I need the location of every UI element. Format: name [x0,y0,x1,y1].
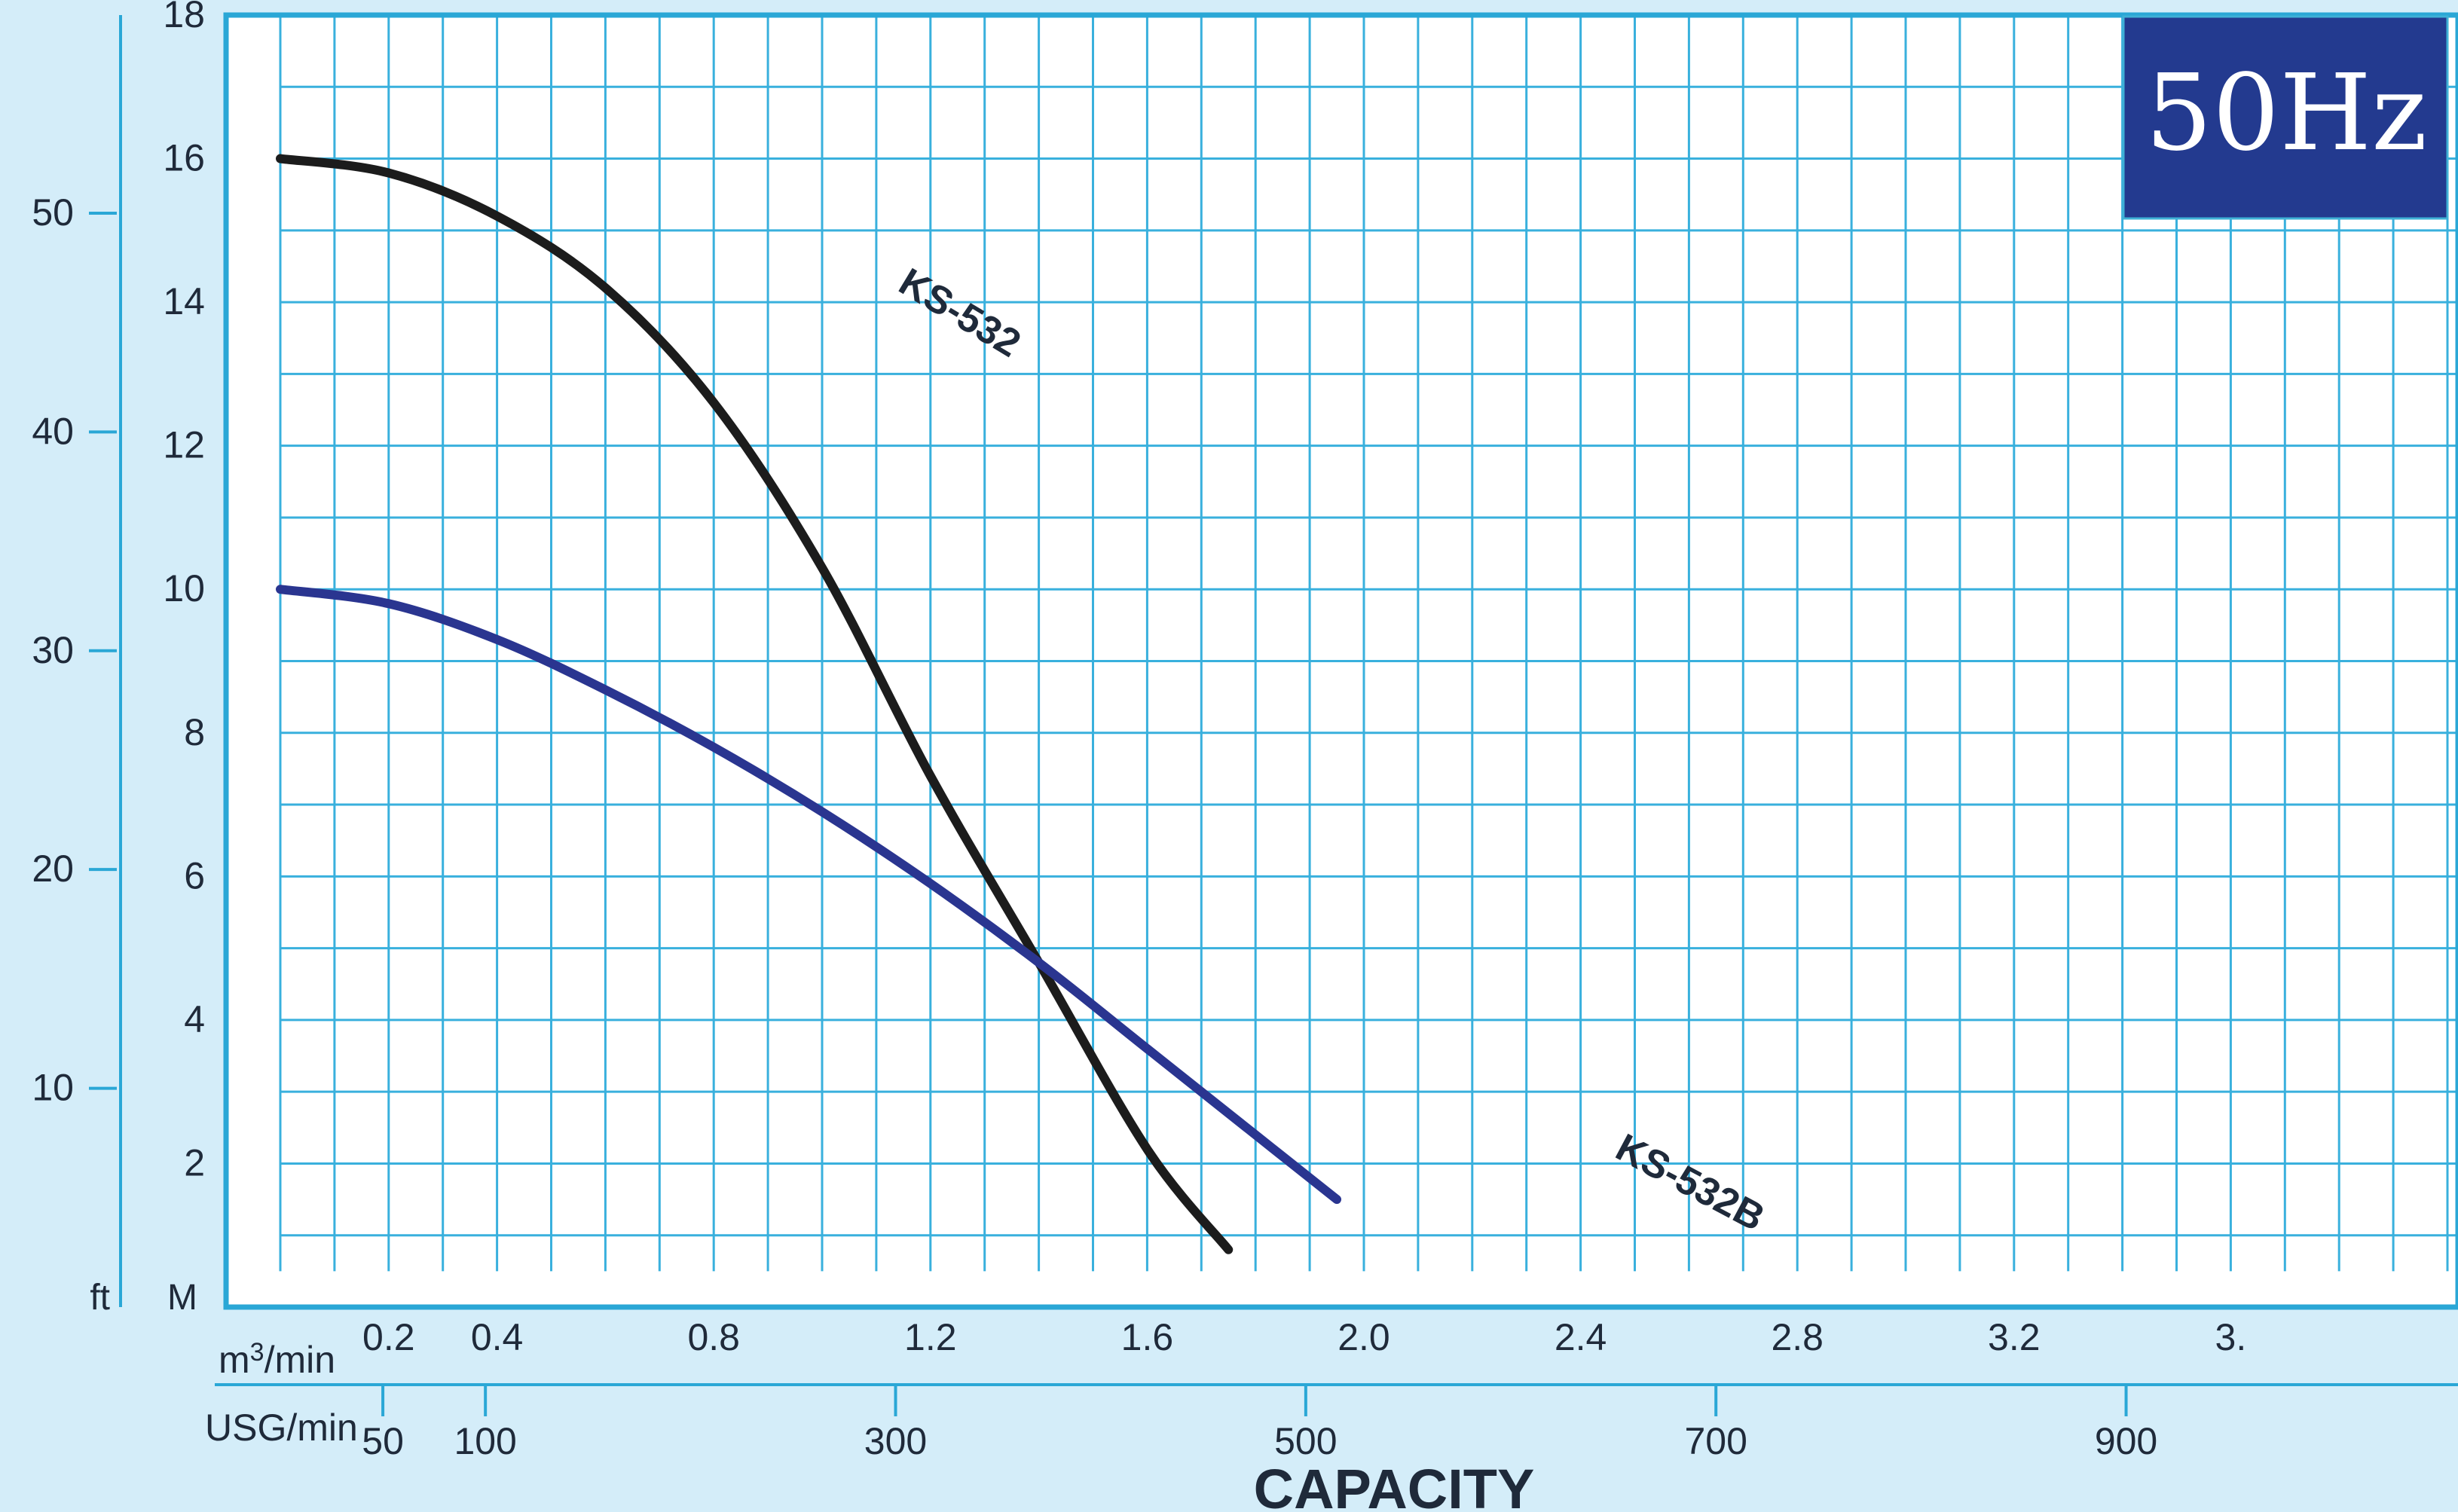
y-tick-label: 2 [184,1141,205,1184]
ft-tick-label: 20 [32,848,74,890]
y-tick-label: 6 [184,854,205,897]
plot-frame [223,12,2458,1310]
x-tick-label: 2.4 [1555,1316,1607,1358]
x-unit-primary: m3/min [219,1338,335,1381]
x-unit-suffix: /min [264,1339,335,1381]
y-tick-label: 18 [163,0,205,35]
usg-tick-label: 500 [1274,1420,1337,1462]
y-tick-label: 8 [184,711,205,753]
x-tick-label: 1.2 [904,1316,957,1358]
usg-tick-label: 50 [362,1420,404,1462]
series-line-ks-532 [276,154,1234,1254]
usg-tick-label: 100 [454,1420,516,1462]
grid-lines [279,15,2458,1272]
x-unit-prefix: m [219,1339,250,1381]
x-unit-secondary: USG/min [205,1407,358,1449]
ft-tick-label: 30 [32,629,74,671]
x-unit-sup: 3 [250,1338,264,1367]
x-tick-label: 2.0 [1338,1316,1390,1358]
usg-tick-label: 700 [1684,1420,1747,1462]
y-tick-label: 14 [163,280,205,322]
series-line-ks-532b [276,585,1342,1205]
y-tick-label: 4 [184,998,205,1040]
y-tick-label: 12 [163,424,205,466]
y-unit-feet: ft [90,1278,110,1318]
x-tick-label: 0.2 [362,1316,415,1358]
x-axis-title: CAPACITY [1254,1458,1535,1512]
x-tick-label: 0.8 [687,1316,740,1358]
ft-tick-label: 50 [32,191,74,234]
y-unit-meters: M [167,1278,197,1318]
y-tick-label: 16 [163,137,205,179]
axes [89,12,2458,1416]
usg-tick-label: 900 [2095,1420,2157,1462]
frequency-badge-label: 50Hz [2145,52,2427,175]
x-tick-label: 3. [2215,1316,2247,1358]
tick-labels: 2 4 6 8 10 12 14 16 18 10 20 30 40 50 0.2 0.4 0.8 1.2 1.6 2… [32,0,2246,1462]
ft-tick-label: 10 [32,1067,74,1109]
ft-tick-label: 40 [32,410,74,452]
x-tick-label: 0.4 [471,1316,524,1358]
frequency-badge [2122,15,2449,220]
x-tick-label: 1.6 [1121,1316,1174,1358]
y-tick-label: 10 [163,567,205,609]
x-tick-label: 2.8 [1771,1316,1824,1358]
x-tick-label: 3.2 [1988,1316,2041,1358]
usg-tick-label: 300 [864,1420,927,1462]
